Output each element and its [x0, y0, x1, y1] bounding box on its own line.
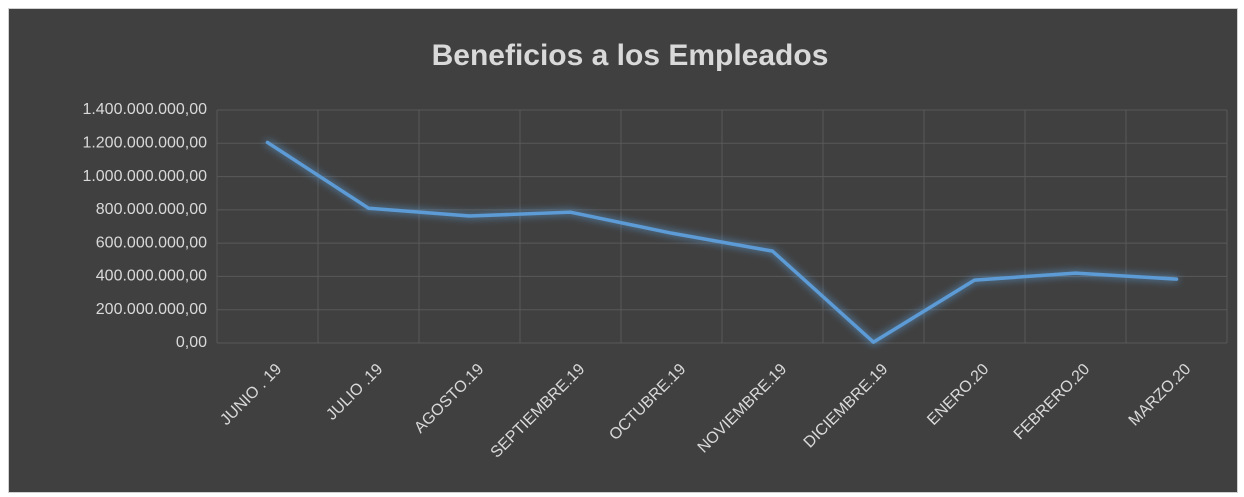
- line-series: [265, 140, 1179, 344]
- y-tick-label: 1.400.000.000,00: [82, 101, 207, 118]
- chart-background: [8, 8, 1238, 493]
- y-tick-label: 200.000.000,00: [96, 301, 207, 318]
- y-tick-label: 800.000.000,00: [96, 201, 207, 218]
- y-tick-label: 600.000.000,00: [96, 234, 207, 251]
- chart-title: Beneficios a los Empleados: [432, 39, 829, 72]
- y-tick-label: 1.000.000.000,00: [82, 168, 207, 185]
- y-tick-label: 0,00: [176, 334, 207, 351]
- y-tick-label: 400.000.000,00: [96, 268, 207, 285]
- y-tick-label: 1.200.000.000,00: [82, 135, 207, 152]
